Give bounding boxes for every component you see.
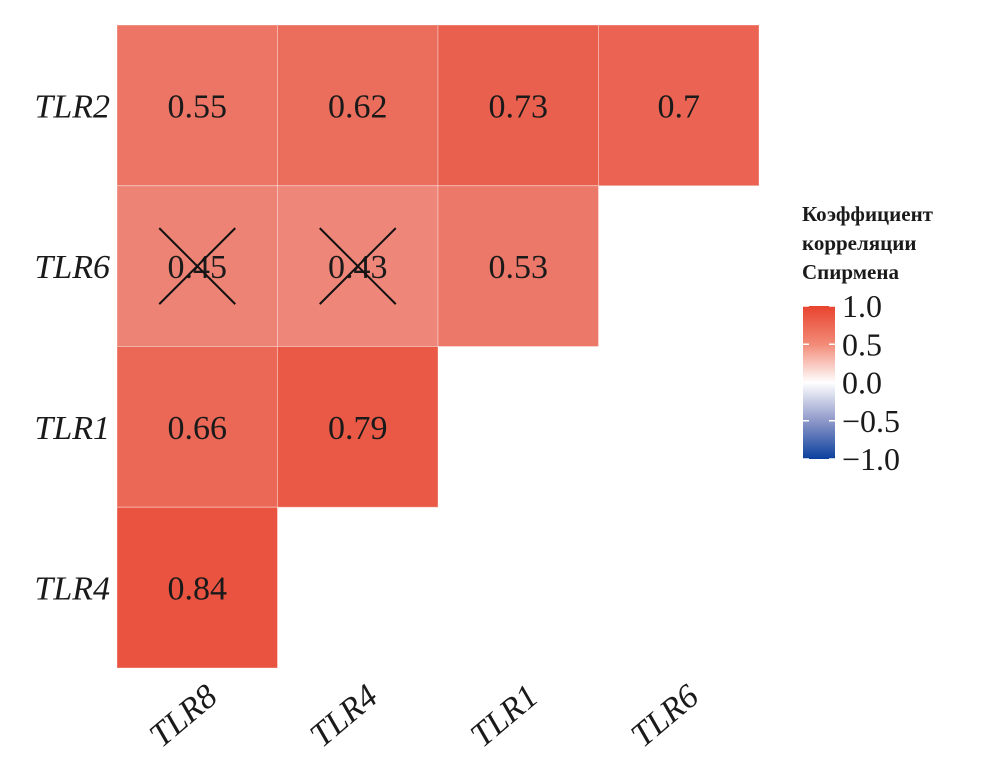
legend-title: Коэффициент корреляции Спирмена [802, 202, 934, 284]
legend-title-line: Спирмена [802, 260, 899, 284]
x-tick-label: TLR6 [624, 678, 706, 755]
legend-tick-label: 1.0 [842, 288, 882, 324]
cell-value-label: 0.45 [168, 249, 228, 286]
heatmap-cell: 0.73 [437, 24, 599, 187]
x-axis-labels: TLR8 TLR4 TLR1 TLR6 [143, 678, 706, 755]
cell-value-label: 0.73 [489, 88, 549, 125]
legend-title-line: Коэффициент [802, 202, 934, 226]
legend-tick: −1.0 [803, 441, 900, 477]
cell-value-label: 0.79 [328, 410, 388, 447]
cell-rect [437, 24, 599, 187]
insignificant-cross-line [158, 227, 236, 305]
legend-ticks: 1.00.50.0−0.5−1.0 [803, 288, 900, 477]
legend-tick-label: −0.5 [842, 403, 900, 439]
legend-tick: 1.0 [803, 288, 882, 324]
heatmap-cell: 0.45 [116, 185, 278, 347]
heatmap-cell: 0.66 [116, 346, 278, 508]
cell-rect [116, 506, 278, 669]
cell-value-label: 0.62 [328, 88, 388, 125]
cell-rect [598, 24, 760, 187]
legend-tick-label: 0.0 [842, 365, 882, 401]
x-tick-label: TLR4 [303, 678, 385, 755]
cell-rect [437, 185, 599, 347]
heatmap-cell: 0.79 [277, 346, 439, 508]
heatmap-cell: 0.53 [437, 185, 599, 347]
legend-tick: 0.0 [803, 365, 882, 401]
legend-tick-label: 0.5 [842, 326, 882, 362]
cell-value-label: 0.53 [489, 249, 549, 286]
cell-rect [277, 346, 439, 508]
y-tick-label: TLR1 [34, 410, 110, 447]
insignificant-cross-line [319, 227, 397, 305]
x-tick-label: TLR1 [464, 678, 546, 755]
legend-tick: 0.5 [803, 326, 882, 362]
heatmap-cell: 0.62 [277, 24, 439, 187]
cell-value-label: 0.7 [658, 88, 701, 125]
y-axis-labels: TLR2 TLR6 TLR1 TLR4 [34, 88, 110, 607]
cell-rect [116, 24, 278, 187]
legend-title-line: корреляции [802, 231, 916, 255]
heatmap-cell: 0.55 [116, 24, 278, 187]
y-tick-label: TLR2 [34, 88, 110, 125]
legend-tick: −0.5 [803, 403, 900, 439]
legend-tick-label: −1.0 [842, 441, 900, 477]
cell-rect [277, 24, 439, 187]
cell-value-label: 0.84 [168, 571, 228, 608]
heatmap-cells: 0.55 0.62 0.73 0.7 0.45 0.43 0.53 0.66 0.79 0.84 [116, 24, 760, 669]
cell-value-label: 0.66 [168, 410, 228, 447]
heatmap-cell: 0.84 [116, 506, 278, 669]
x-tick-label: TLR8 [143, 678, 225, 755]
y-tick-label: TLR4 [34, 571, 110, 608]
y-tick-label: TLR6 [34, 249, 110, 286]
cell-value-label: 0.43 [328, 249, 388, 286]
heatmap-cell: 0.43 [277, 185, 439, 347]
heatmap-cell: 0.7 [598, 24, 760, 187]
cell-value-label: 0.55 [168, 88, 228, 125]
